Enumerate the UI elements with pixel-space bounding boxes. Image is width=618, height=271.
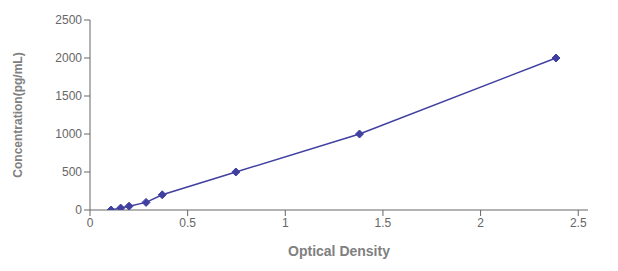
svg-text:2000: 2000 bbox=[55, 51, 82, 65]
svg-text:1.5: 1.5 bbox=[375, 216, 392, 230]
svg-text:2.5: 2.5 bbox=[570, 216, 587, 230]
svg-text:Optical Density: Optical Density bbox=[288, 243, 390, 259]
svg-text:1500: 1500 bbox=[55, 89, 82, 103]
svg-text:0: 0 bbox=[87, 216, 94, 230]
svg-text:2: 2 bbox=[477, 216, 484, 230]
svg-text:1: 1 bbox=[282, 216, 289, 230]
svg-text:Concentration(pg/mL): Concentration(pg/mL) bbox=[11, 52, 25, 177]
svg-text:2500: 2500 bbox=[55, 13, 82, 27]
svg-text:500: 500 bbox=[62, 165, 82, 179]
svg-text:0: 0 bbox=[75, 203, 82, 217]
svg-text:1000: 1000 bbox=[55, 127, 82, 141]
svg-text:0.5: 0.5 bbox=[179, 216, 196, 230]
